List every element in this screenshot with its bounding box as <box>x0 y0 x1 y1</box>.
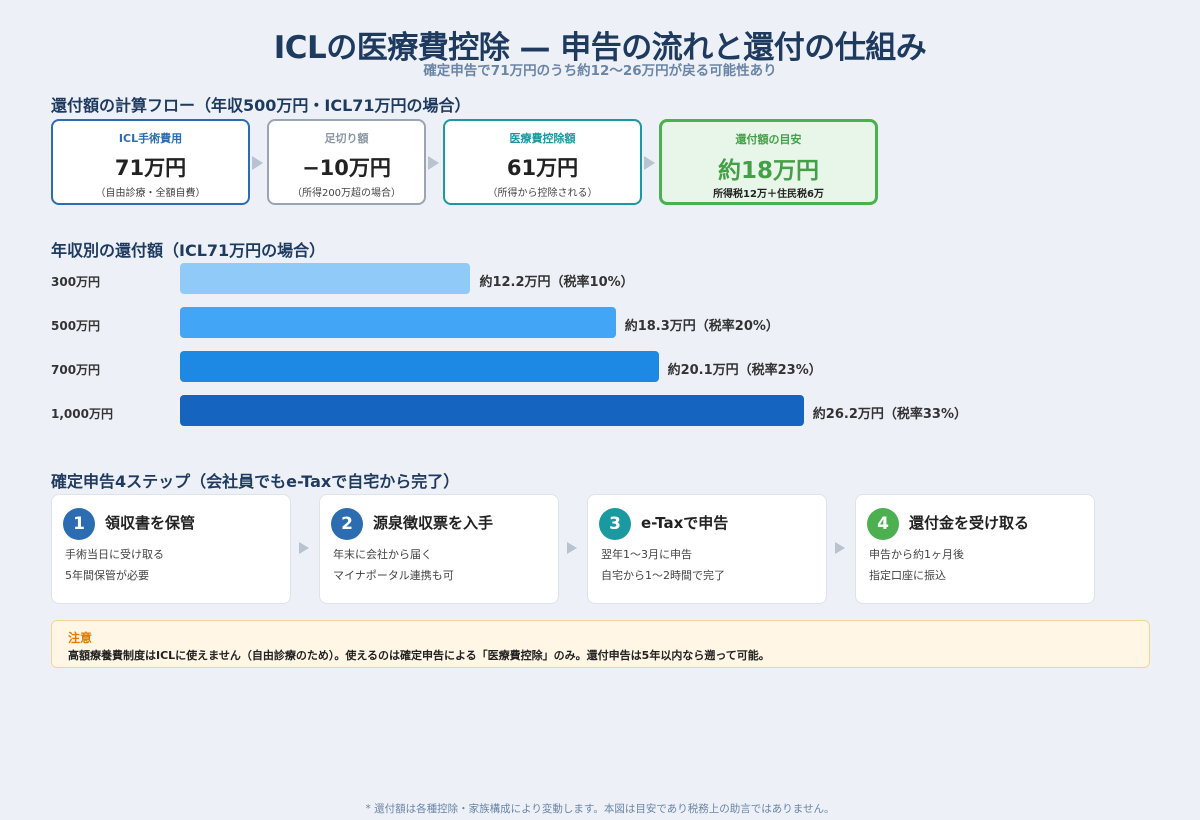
bar-category-label: 300万円 <box>51 275 101 289</box>
flow-box-surgery-cost: ICL手術費用 71万円 （自由診療・全額自費） <box>51 119 250 205</box>
flow-box-deduction: 医療費控除額 61万円 （所得から控除される） <box>443 119 642 205</box>
flow-box-note: （自由診療・全額自費） <box>95 188 206 199</box>
step-detail: 申告から約1ヶ月後 <box>869 548 964 561</box>
bar-category-label: 1,000万円 <box>51 407 113 421</box>
flow-arrow-icon <box>252 156 263 170</box>
bar-mark <box>180 351 659 382</box>
step-detail: 指定口座に振込 <box>869 569 946 582</box>
footnote: * 還付額は各種控除・家族構成により変動します。本図は目安であり税務上の助言では… <box>365 803 835 815</box>
step-card-1: 1 領収書を保管 手術当日に受け取る 5年間保管が必要 <box>51 494 291 604</box>
bar-value-label: 約26.2万円（税率33%） <box>812 407 967 422</box>
flow-box-label: 還付額の目安 <box>735 133 802 146</box>
flow-arrow-icon <box>644 156 655 170</box>
step-arrow-icon <box>567 542 577 554</box>
step-detail: マイナポータル連携も可 <box>333 569 454 582</box>
page-subtitle: 確定申告で71万円のうち約12〜26万円が戻る可能性あり <box>423 63 777 79</box>
step-title: 源泉徴収票を入手 <box>373 514 494 532</box>
step-detail: 年末に会社から届く <box>333 548 432 561</box>
flow-box-label: 医療費控除額 <box>509 132 576 145</box>
flow-box-note: 所得税12万＋住民税6万 <box>713 189 824 200</box>
bar-value-label: 約12.2万円（税率10%） <box>479 275 634 290</box>
flow-arrow-icon <box>428 156 439 170</box>
flow-box-value: −10万円 <box>302 156 391 180</box>
bar-mark <box>180 395 804 426</box>
step-number-badge: 4 <box>867 508 899 540</box>
flow-box-value: 約18万円 <box>717 158 819 184</box>
step-card-3: 3 e-Taxで申告 翌年1〜3月に申告 自宅から1〜2時間で完了 <box>587 494 827 604</box>
flow-box-label: ICL手術費用 <box>118 132 183 145</box>
steps-heading: 確定申告4ステップ（会社員でもe-Taxで自宅から完了） <box>51 472 460 491</box>
step-number-badge: 3 <box>599 508 631 540</box>
step-title: 還付金を受け取る <box>909 514 1030 532</box>
bar-mark <box>180 263 471 294</box>
step-number-badge: 1 <box>63 508 95 540</box>
bar-value-label: 約20.1万円（税率23%） <box>667 363 822 378</box>
step-detail: 5年間保管が必要 <box>65 569 149 582</box>
flow-box-label: 足切り額 <box>324 132 369 145</box>
flow-box-threshold: 足切り額 −10万円 （所得200万超の場合） <box>267 119 426 205</box>
step-card-4: 4 還付金を受け取る 申告から約1ヶ月後 指定口座に振込 <box>855 494 1095 604</box>
notice-title: 注意 <box>68 631 93 645</box>
flow-box-value: 71万円 <box>114 156 187 180</box>
step-detail: 手術当日に受け取る <box>65 548 164 561</box>
step-title: 領収書を保管 <box>105 514 196 532</box>
step-card-2: 2 源泉徴収票を入手 年末に会社から届く マイナポータル連携も可 <box>319 494 559 604</box>
bar-category-label: 500万円 <box>51 319 101 333</box>
flow-box-note: （所得から控除される） <box>487 188 598 199</box>
flow-box-note: （所得200万超の場合） <box>291 188 402 199</box>
step-number-badge: 2 <box>331 508 363 540</box>
flow-box-refund: 還付額の目安 約18万円 所得税12万＋住民税6万 <box>659 119 878 205</box>
step-detail: 自宅から1〜2時間で完了 <box>601 569 725 582</box>
flow-box-value: 61万円 <box>506 156 579 180</box>
step-arrow-icon <box>835 542 845 554</box>
step-detail: 翌年1〜3月に申告 <box>601 548 692 561</box>
step-arrow-icon <box>299 542 309 554</box>
step-title: e-Taxで申告 <box>641 514 729 532</box>
bar-category-label: 700万円 <box>51 363 101 377</box>
flow-heading: 還付額の計算フロー（年収500万円・ICL71万円の場合） <box>51 96 471 115</box>
chart-title: 年収別の還付額（ICL71万円の場合） <box>51 241 326 260</box>
notice-box: 注意 高額療養費制度はICLに使えません（自由診療のため）。使えるのは確定申告に… <box>51 620 1150 668</box>
bar-value-label: 約18.3万円（税率20%） <box>624 319 779 334</box>
notice-text: 高額療養費制度はICLに使えません（自由診療のため）。使えるのは確定申告による「… <box>68 649 770 662</box>
page-title: ICLの医療費控除 — 申告の流れと還付の仕組み <box>273 30 927 66</box>
bar-mark <box>180 307 616 338</box>
